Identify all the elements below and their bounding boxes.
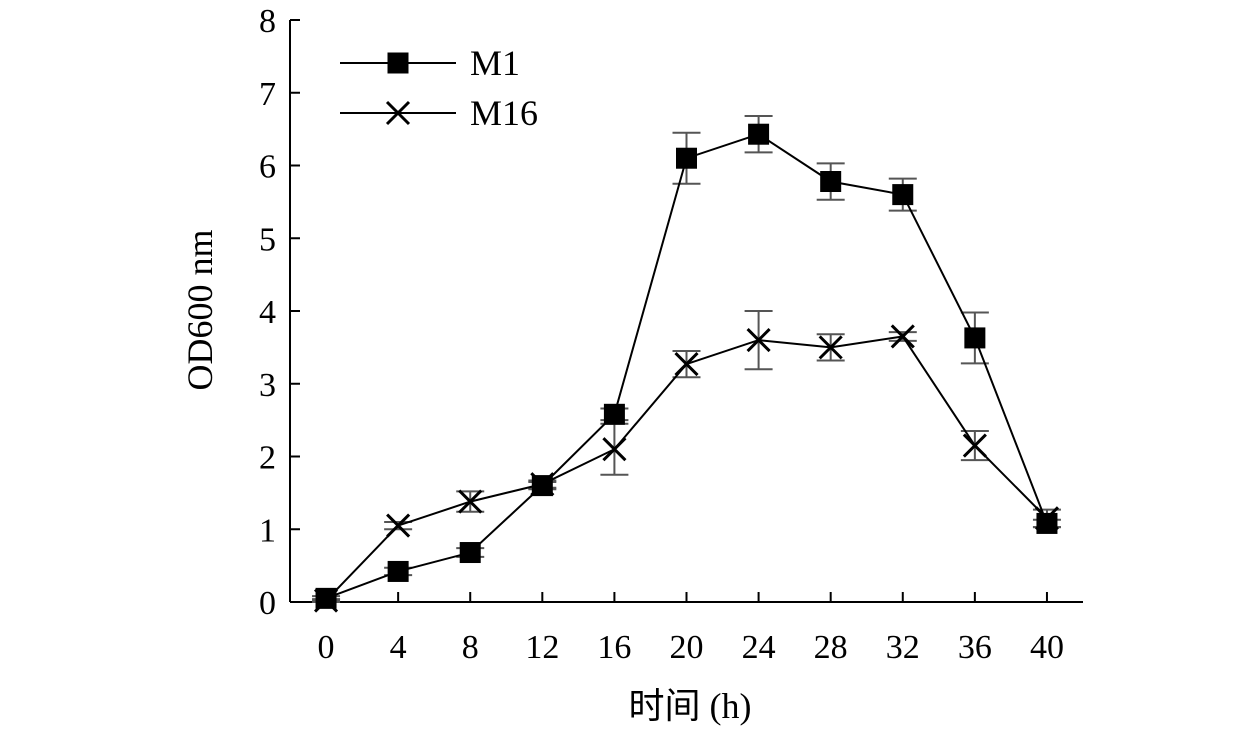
y-tick-label: 2 <box>259 440 276 477</box>
y-tick-label: 7 <box>259 76 276 113</box>
marker-stroke <box>746 328 771 353</box>
series-m16-point <box>602 437 627 462</box>
x-tick-label: 24 <box>742 629 776 666</box>
series-m1-point <box>964 327 986 349</box>
x-tick-label: 4 <box>390 629 407 666</box>
series-m16-point <box>890 324 915 349</box>
legend-label: M16 <box>470 93 538 133</box>
marker-stroke <box>890 324 915 349</box>
x-tick-label: 8 <box>462 629 479 666</box>
marker-stroke <box>530 472 555 497</box>
marker-stroke <box>962 433 987 458</box>
series-m16-point <box>674 352 699 377</box>
x-tick-label: 12 <box>525 629 559 666</box>
x-tick-label: 28 <box>814 629 848 666</box>
x-axis-label: 时间 (h) <box>629 686 752 726</box>
series-m1-point <box>892 184 914 206</box>
marker-stroke <box>386 513 411 538</box>
series-m16-point <box>962 433 987 458</box>
legend-entry-m1: M1 <box>340 43 520 83</box>
marker-stroke <box>313 588 339 613</box>
y-axis-label: OD600 nm <box>180 230 220 391</box>
series-m1-point <box>748 123 770 145</box>
y-tick-label: 6 <box>259 149 276 186</box>
marker-stroke <box>602 437 627 462</box>
y-tick-label: 1 <box>259 512 276 549</box>
legend-marker <box>387 52 409 74</box>
series-m1-point <box>820 171 842 193</box>
series-m16-point <box>1034 506 1060 531</box>
series-m16-point <box>313 588 339 613</box>
series-m16-point <box>386 513 411 538</box>
y-tick-label: 8 <box>259 3 276 40</box>
y-tick-label: 4 <box>259 294 276 331</box>
x-tick-label: 32 <box>886 629 920 666</box>
marker-stroke <box>458 489 483 514</box>
error-bars <box>312 115 1061 603</box>
y-tick-label: 5 <box>259 221 276 258</box>
series-m1-point <box>315 587 337 609</box>
marker-stroke <box>674 352 699 377</box>
series-m1-point <box>459 542 481 564</box>
marker-stroke <box>1034 506 1060 531</box>
series-layer <box>313 123 1060 613</box>
marker-stroke <box>385 100 411 126</box>
x-tick-label: 0 <box>318 629 335 666</box>
series-m16-point <box>818 335 843 360</box>
marker-stroke <box>818 335 843 360</box>
series-m16-point <box>458 489 483 514</box>
y-tick-label: 0 <box>259 585 276 622</box>
x-tick-label: 16 <box>597 629 631 666</box>
legend-entry-m16: M16 <box>340 93 538 133</box>
series-m1-point <box>387 560 409 582</box>
series-m16-point <box>746 328 771 353</box>
legend-label: M1 <box>470 43 520 83</box>
legend-marker <box>385 100 411 126</box>
series-m1-point <box>1036 512 1058 534</box>
series-m1-point <box>603 403 625 425</box>
series-m1-point <box>676 147 697 169</box>
x-tick-label: 20 <box>670 629 704 666</box>
x-tick-label: 40 <box>1030 629 1064 666</box>
series-m16-point <box>530 472 555 497</box>
y-tick-label: 3 <box>259 367 276 404</box>
x-tick-label: 36 <box>958 629 992 666</box>
